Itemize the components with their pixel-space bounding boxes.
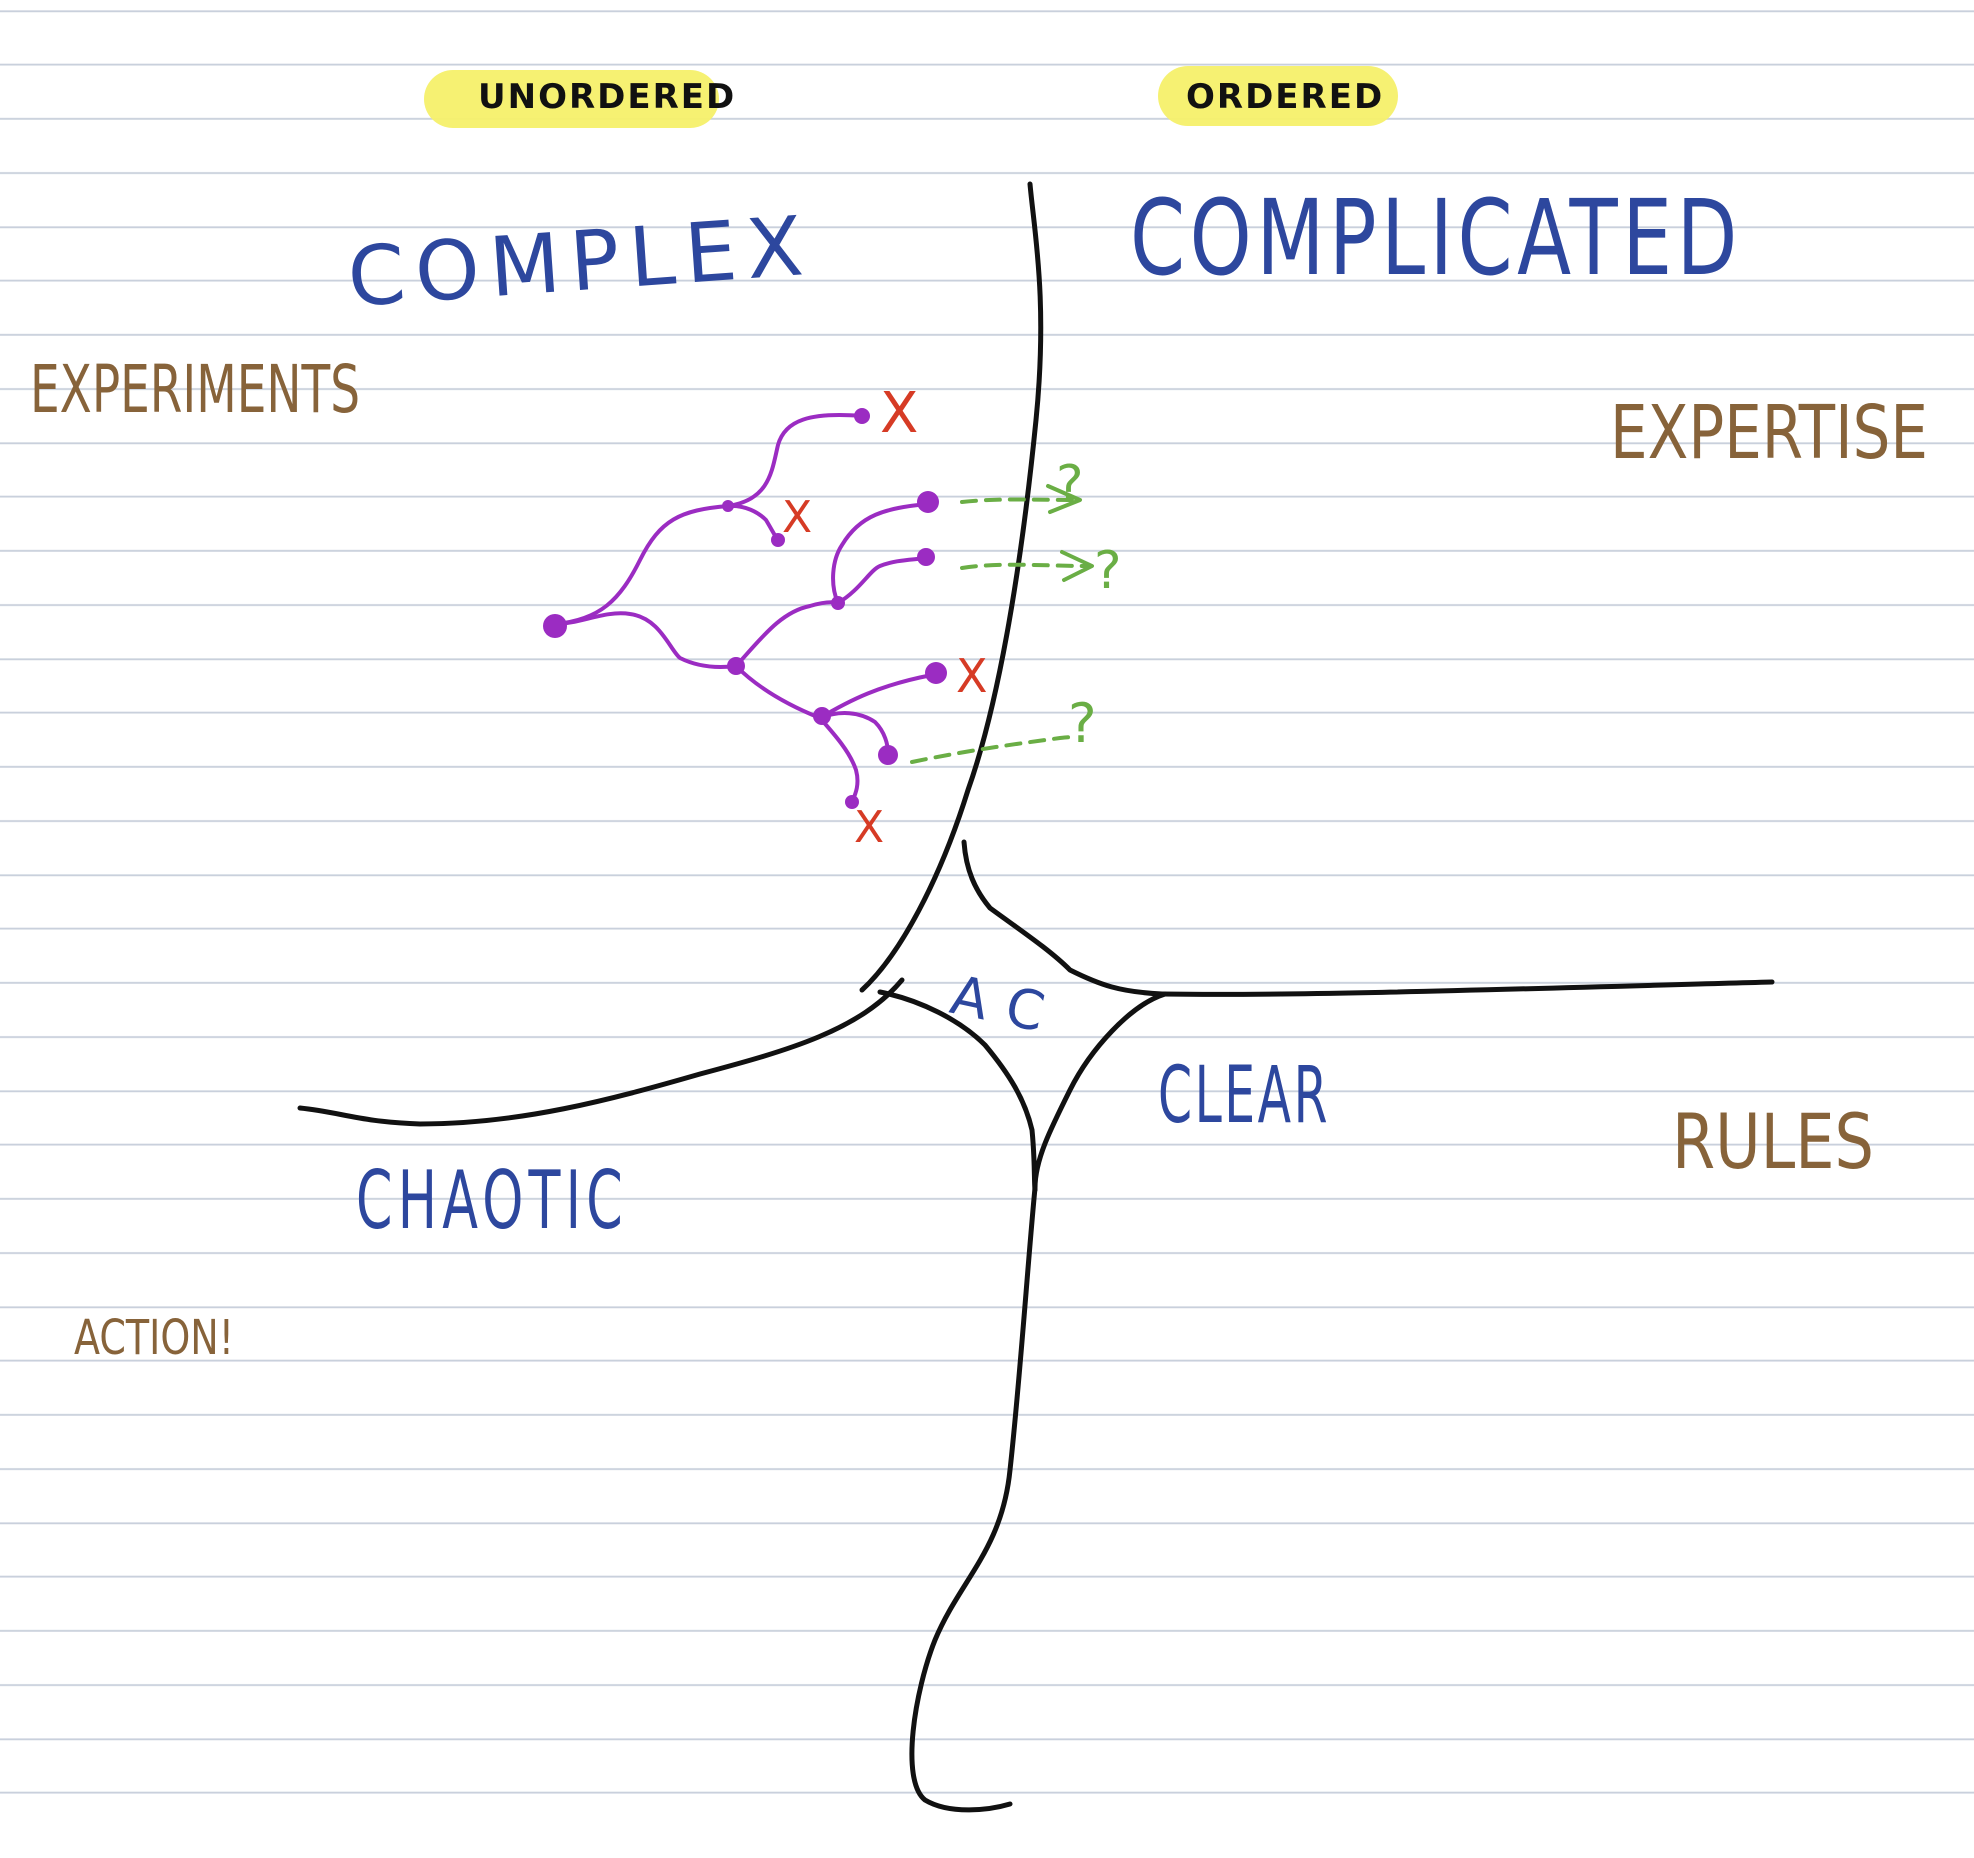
branch-lower-deep [734,664,822,720]
node-deep-q [878,745,898,765]
complicated-action-label: EXPERTISE [1610,390,1928,476]
node-upper-top [854,408,870,424]
complex-action-label: EXPERIMENTS [30,351,360,428]
node-mid [831,596,845,610]
failed-mark: X [782,492,812,543]
branch-mid-top [831,502,930,605]
node-upper-x [771,533,785,547]
node-deep-low [845,795,859,809]
clear-action-label: RULES [1672,1097,1874,1186]
divider-complicated-clear [1159,979,1775,997]
branch-upper-top [726,413,864,508]
chaotic-domain-label: CHAOTIC [356,1154,628,1247]
node-mid-second [917,548,935,566]
center-domain-label: AC [945,963,1069,1048]
branch-upper-x [726,503,780,542]
failed-mark: X [880,381,918,446]
branch-root-upper [553,504,730,626]
branch-deep-q [818,711,890,755]
clear-domain-label: CLEAR [1158,1051,1330,1141]
failed-mark: X [854,802,884,853]
node-mid-top [917,491,939,513]
divider-complex-chaotic [297,977,905,1127]
complicated-domain-label: COMPLICATED [1130,177,1742,299]
unknown-mark: ? [1068,692,1097,755]
node-deep [813,707,831,725]
probe-line-3 [910,735,1074,764]
unknown-mark: ? [1094,541,1122,601]
unordered-header: UNORDERED [478,77,737,117]
ordered-header: ORDERED [1186,77,1385,117]
branch-deep-low [818,716,860,804]
probe-arrow-1 [960,497,1080,504]
center-bottom-right-curve [1032,991,1168,1191]
center-bottom-left-curve [877,989,1038,1193]
node-root [543,614,567,638]
node-upper [722,500,734,512]
branch-lower-mid [734,600,840,668]
unknown-mark: ? [1056,455,1084,515]
chaotic-action-label: ACTION! [74,1310,234,1366]
branch-mid-second [836,556,928,605]
node-deep-x [925,662,947,684]
divider-complex-complicated [859,181,1044,993]
unordered-highlight [424,70,719,128]
ordered-highlight [1158,66,1398,126]
probe-arrow-2 [960,562,1092,570]
branch-root-lower [553,611,738,669]
complex-domain-label: COMPLEX [345,199,816,326]
probe-head-2 [1060,550,1094,582]
center-top-left-curve [961,839,1165,997]
node-lower [727,657,745,675]
probe-head-1 [1046,484,1082,514]
failed-mark: X [956,649,988,703]
divider-chaotic-clear [909,1185,1038,1813]
